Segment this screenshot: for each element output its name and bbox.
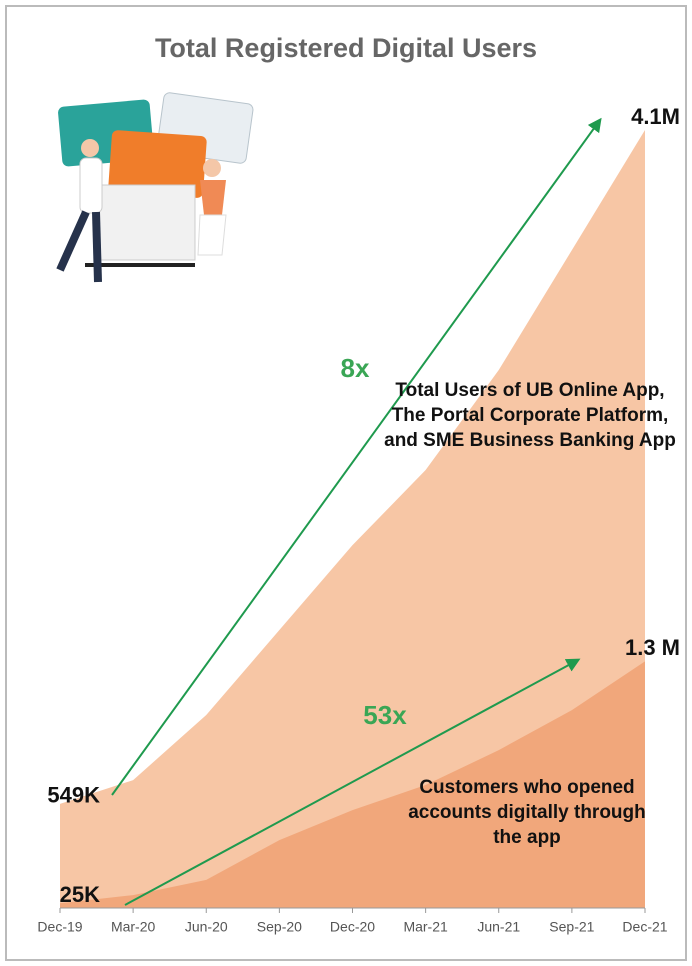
- x-tick-label: Dec-21: [622, 919, 667, 935]
- data-label: 4.1M: [631, 104, 680, 129]
- arrow: [111, 117, 602, 796]
- x-tick-label: Sep-21: [549, 919, 594, 935]
- illustration: [56, 92, 254, 283]
- data-label: 25K: [60, 882, 100, 907]
- x-tick-label: Jun-20: [185, 919, 228, 935]
- chart-title: Total Registered Digital Users: [155, 33, 537, 63]
- area: [60, 130, 645, 908]
- x-tick-label: Dec-19: [37, 919, 82, 935]
- frame: [5, 5, 687, 961]
- x-tick-label: Sep-20: [257, 919, 302, 935]
- x-tick-label: Mar-20: [111, 919, 156, 935]
- x-tick-label: Dec-20: [330, 919, 375, 935]
- series-label: Customers who opened accounts digitally …: [408, 777, 646, 848]
- annotation: 8x: [341, 353, 370, 383]
- data-label: 549K: [47, 783, 100, 808]
- x-tick-label: Jun-21: [477, 919, 520, 935]
- series-label: Total Users of UB Online App, The Portal…: [384, 380, 676, 451]
- area: [60, 661, 645, 908]
- data-label: 1.3 M: [625, 635, 680, 660]
- plot-area: [60, 130, 645, 908]
- x-tick-label: Mar-21: [403, 919, 448, 935]
- annotation: 53x: [363, 700, 407, 730]
- arrow: [124, 658, 581, 906]
